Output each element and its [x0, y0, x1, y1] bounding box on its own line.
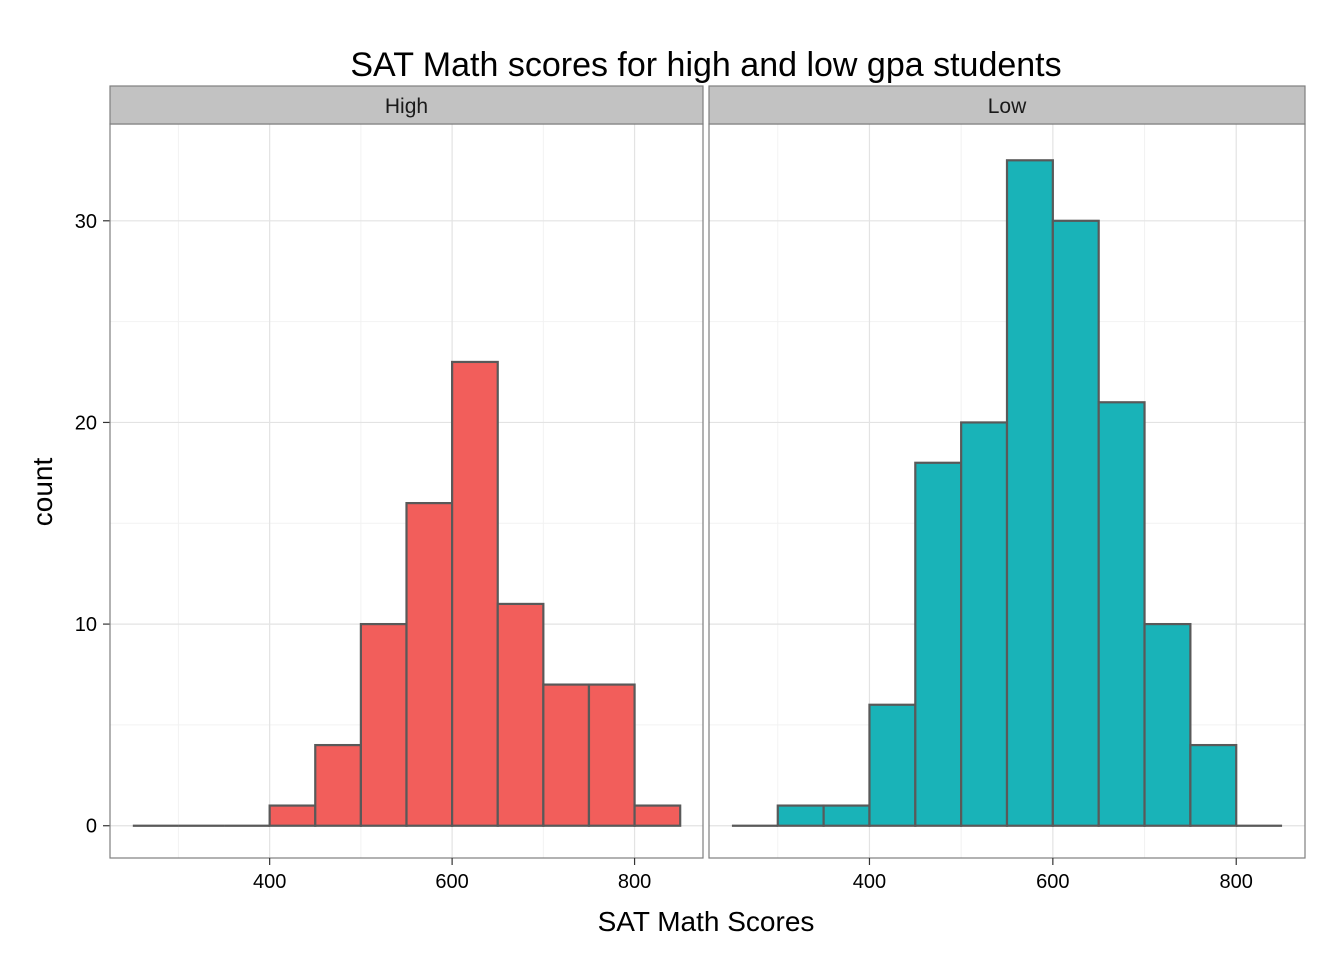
y-tick-label: 0	[86, 816, 97, 838]
x-axis-title: SAT Math Scores	[598, 906, 815, 937]
histogram-bar	[1051, 219, 1100, 827]
x-tick-label: 600	[435, 871, 468, 893]
histogram-bar	[1143, 622, 1192, 827]
facet-panel-low: Low 400 600 800	[708, 85, 1306, 893]
y-tick-label: 30	[75, 211, 97, 233]
y-tick-label: 20	[75, 412, 97, 434]
facet-panels: High 400 600 800 Low 400 600 800	[109, 85, 1306, 893]
x-tick-label: 400	[253, 871, 286, 893]
chart-title: SAT Math scores for high and low gpa stu…	[350, 46, 1061, 84]
histogram-bar	[1189, 743, 1238, 827]
y-axis: 0 10 20 30	[75, 211, 110, 838]
histogram-bar	[451, 360, 499, 827]
x-tick-label: 400	[853, 871, 886, 893]
facet-strip-label: High	[385, 95, 428, 118]
histogram-bar	[1097, 401, 1146, 827]
y-axis-title: count	[27, 458, 58, 527]
facet-panel-high: High 400 600 800	[109, 85, 704, 893]
histogram-bar	[633, 804, 682, 827]
histogram-bar	[776, 804, 825, 827]
histogram-bar	[405, 501, 454, 827]
y-tick-label: 10	[75, 614, 97, 636]
histogram-bar	[1005, 159, 1054, 827]
histogram-bar	[914, 461, 963, 827]
histogram-bar	[314, 743, 362, 827]
histogram-bar	[268, 804, 317, 827]
histogram-bar	[868, 703, 917, 827]
histogram-bar	[359, 622, 408, 827]
histogram-bar	[960, 421, 1009, 827]
histogram-bar	[542, 683, 591, 827]
x-tick-label: 800	[1220, 871, 1253, 893]
x-tick-label: 600	[1036, 871, 1069, 893]
histogram-bar	[587, 683, 636, 827]
facet-strip-label: Low	[988, 95, 1027, 118]
histogram-bar	[496, 602, 545, 827]
x-tick-label: 800	[618, 871, 651, 893]
facet-strip	[109, 85, 704, 125]
histogram-bar	[822, 804, 871, 827]
facet-strip	[708, 85, 1306, 125]
